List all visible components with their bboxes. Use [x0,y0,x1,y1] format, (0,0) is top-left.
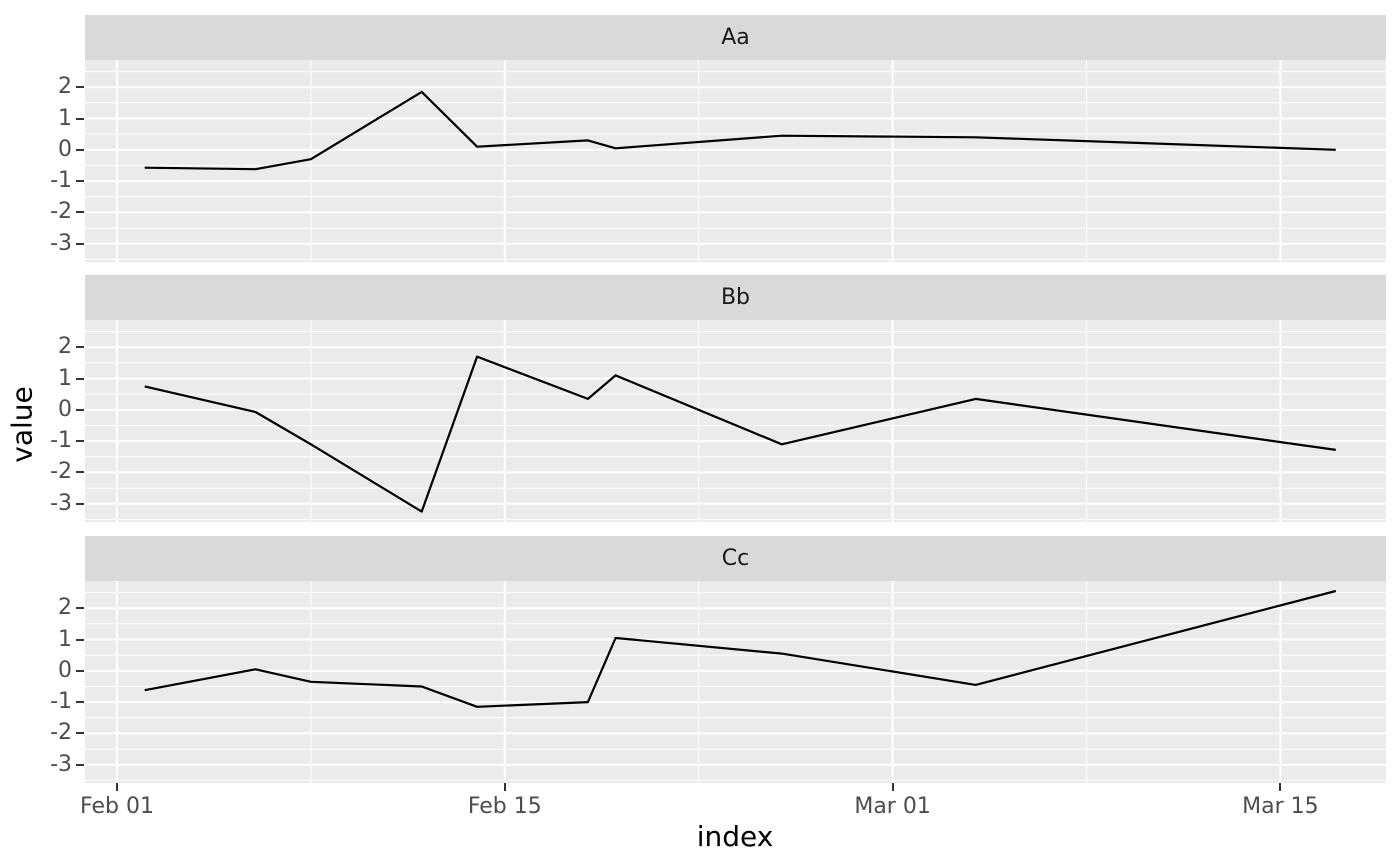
y-tick-mark [76,408,84,411]
y-tick-mark [76,242,84,245]
y-tick-mark [76,669,84,672]
y-tick-label: 0 [58,396,72,422]
y-tick-label: 2 [58,74,72,100]
facet-strip-label: Aa [721,25,750,50]
x-tick-mark [503,783,506,791]
y-tick-mark [76,180,84,183]
y-tick-mark [76,732,84,735]
facet-strip-Aa: Aa [85,15,1386,60]
y-tick-mark [76,502,84,505]
y-tick-label: 1 [58,105,72,131]
x-tick-mark [116,783,118,791]
y-tick-label: 0 [58,136,72,162]
y-tick-mark [76,471,84,474]
x-axis-title: index [696,820,774,853]
x-tick-mark [891,783,894,791]
y-tick-mark [76,638,84,641]
y-tick-label: 1 [58,365,72,391]
facet-strip-label: Bb [720,285,751,310]
panel-Cc [85,581,1386,783]
facet-strip-Bb: Bb [85,275,1386,320]
y-tick-mark [76,86,84,89]
y-tick-label: -2 [50,720,72,746]
y-tick-label: -3 [50,751,72,777]
y-tick-label: -3 [50,490,72,516]
x-tick-label: Mar 01 [854,794,931,819]
y-tick-label: -1 [50,689,72,715]
y-tick-mark [76,211,84,214]
x-tick-label: Feb 15 [467,794,542,819]
y-tick-label: 0 [58,657,72,683]
y-tick-label: 2 [58,595,72,621]
facet-strip-Cc: Cc [85,536,1386,581]
y-tick-label: -1 [50,428,72,454]
y-tick-label: -2 [50,459,72,485]
y-axis-title: value [5,386,39,463]
y-tick-mark [76,607,84,610]
series-line-Bb [144,355,1336,513]
panel-Aa [85,60,1386,262]
x-tick-label: Mar 15 [1242,794,1319,819]
y-tick-label: 1 [58,626,72,652]
series-line-Cc [144,589,1337,708]
y-tick-label: -1 [50,168,72,194]
y-tick-mark [76,701,84,704]
y-tick-label: 2 [58,334,72,360]
series-line-Aa [144,90,1336,171]
y-tick-mark [76,377,84,380]
y-tick-mark [76,346,84,349]
facet-strip-label: Cc [721,546,750,571]
y-tick-mark [76,117,84,120]
panel-Bb [85,320,1386,522]
y-tick-label: -3 [50,230,72,256]
y-tick-mark [76,763,84,766]
y-tick-mark [76,440,84,443]
y-tick-mark [76,148,84,151]
y-tick-label: -2 [50,199,72,225]
x-tick-mark [1279,783,1282,791]
x-tick-label: Feb 01 [80,794,154,819]
